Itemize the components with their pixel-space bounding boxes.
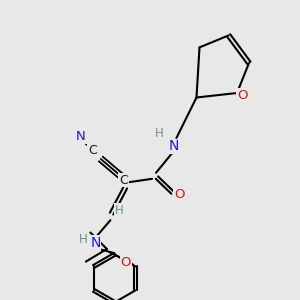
Text: N: N [168,140,178,153]
Text: O: O [174,188,184,201]
Text: N: N [76,130,86,143]
Text: H: H [79,233,88,246]
Text: H: H [154,127,164,140]
Text: O: O [237,89,248,102]
Text: C: C [119,173,128,187]
Text: H: H [114,204,123,217]
Text: N: N [90,236,100,250]
Text: O: O [121,256,131,269]
Text: C: C [88,144,97,157]
